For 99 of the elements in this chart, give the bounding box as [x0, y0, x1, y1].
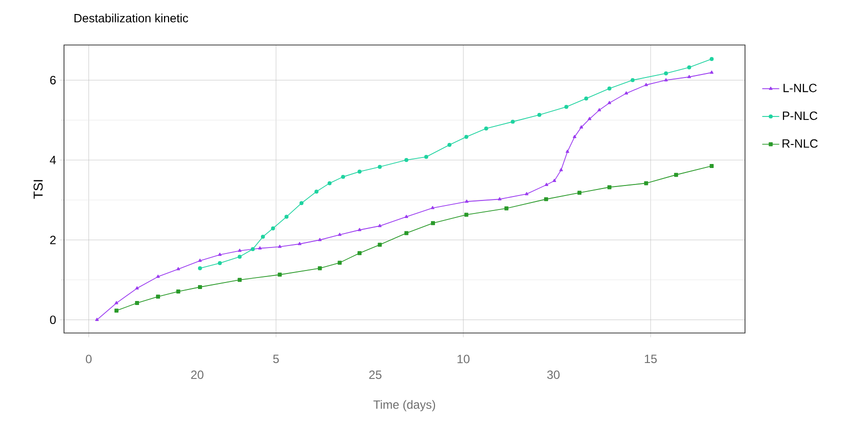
point	[607, 86, 612, 91]
point	[584, 96, 588, 101]
point	[710, 56, 714, 61]
point	[572, 134, 576, 138]
point	[250, 247, 255, 252]
point	[114, 308, 118, 313]
point	[238, 254, 242, 259]
x2-tick-label: 30	[547, 370, 560, 379]
x-axis-title: Time (days)	[373, 400, 436, 412]
point	[95, 318, 99, 322]
point	[447, 142, 452, 147]
point	[378, 242, 382, 247]
point	[271, 226, 276, 230]
point	[664, 71, 668, 76]
x-tick-label: 0	[86, 354, 92, 364]
point	[664, 78, 668, 82]
point	[464, 212, 468, 217]
point	[464, 200, 468, 203]
point	[198, 258, 202, 262]
x2-tick-label: 25	[369, 370, 382, 379]
point	[218, 252, 222, 256]
point	[338, 232, 342, 236]
point	[524, 192, 528, 196]
point	[358, 251, 362, 256]
point	[608, 100, 612, 104]
chart-title: Destabilization kinetic	[74, 14, 188, 22]
point	[404, 231, 408, 236]
point	[260, 234, 265, 239]
point	[258, 246, 262, 250]
point	[498, 197, 502, 200]
point	[607, 185, 612, 190]
point	[135, 286, 139, 290]
point	[710, 70, 714, 74]
point	[378, 224, 382, 228]
point	[537, 112, 542, 117]
x-tick-label: 10	[458, 354, 470, 364]
x2-tick-label: 20	[191, 370, 204, 379]
point	[687, 65, 692, 70]
point	[278, 272, 282, 277]
y-tick-label: 0	[50, 316, 56, 324]
y-tick-label: 2	[50, 236, 56, 244]
point	[198, 285, 202, 290]
point	[504, 206, 508, 210]
point	[404, 158, 408, 162]
point	[464, 134, 468, 139]
point	[135, 301, 140, 306]
point	[318, 266, 322, 270]
point	[114, 301, 118, 304]
point	[630, 78, 635, 82]
point	[430, 206, 434, 210]
point	[298, 242, 302, 246]
legend-label: P-NLC	[782, 112, 818, 120]
point	[404, 214, 408, 218]
point	[624, 91, 628, 95]
legend-label: L-NLC	[784, 84, 817, 92]
y-tick-label: 6	[50, 76, 56, 84]
point	[598, 108, 602, 112]
y-axis-title: TSI	[34, 180, 43, 199]
x-tick-label: 15	[644, 354, 657, 364]
y-tick-label: 4	[50, 156, 56, 164]
point	[559, 168, 563, 172]
point	[176, 267, 180, 270]
point	[318, 238, 322, 242]
point	[577, 190, 582, 195]
point	[687, 74, 691, 78]
point	[430, 221, 435, 226]
point	[580, 125, 584, 128]
point	[710, 164, 714, 168]
x-tick-label: 5	[273, 354, 279, 364]
point	[510, 120, 515, 124]
point	[644, 82, 648, 86]
point	[176, 289, 180, 294]
point	[341, 174, 346, 179]
point	[198, 266, 202, 270]
point	[278, 244, 282, 248]
point	[378, 164, 382, 169]
point	[544, 182, 548, 186]
point	[552, 178, 556, 182]
point	[338, 260, 342, 265]
point	[544, 197, 548, 202]
point	[484, 126, 488, 130]
point	[238, 278, 242, 282]
point	[588, 116, 592, 120]
point	[424, 154, 428, 159]
point	[284, 214, 289, 219]
point	[358, 170, 362, 174]
point	[644, 181, 648, 186]
point	[328, 181, 332, 186]
legend-label: R-NLC	[782, 139, 818, 148]
point	[218, 261, 222, 266]
point	[156, 274, 160, 278]
point	[358, 228, 362, 232]
point	[564, 104, 568, 109]
point	[238, 248, 242, 252]
point	[156, 294, 160, 299]
point	[566, 150, 570, 153]
point	[300, 201, 304, 206]
point	[674, 172, 678, 177]
point	[314, 190, 318, 194]
